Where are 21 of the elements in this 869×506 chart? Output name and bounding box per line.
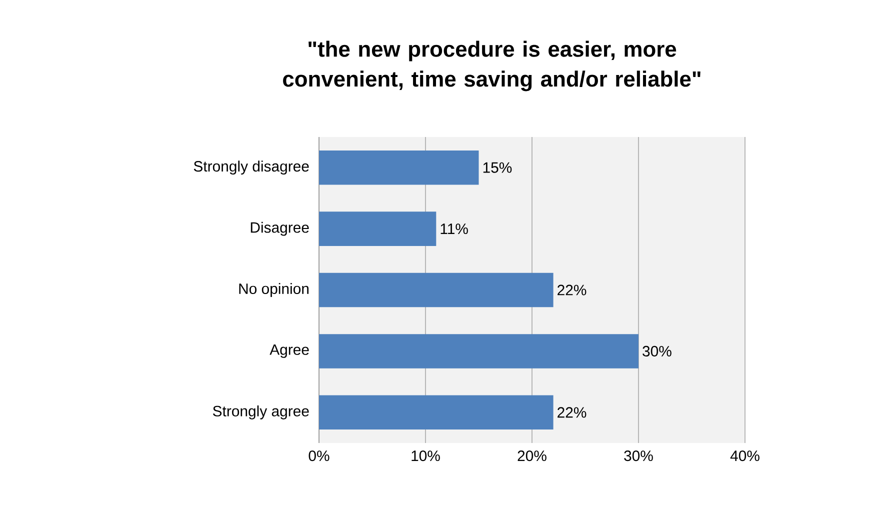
bar <box>319 272 554 308</box>
data-label: 15% <box>483 162 512 173</box>
data-label: 22% <box>558 284 586 296</box>
x-tick-label: 20% <box>518 450 546 462</box>
data-label: 30% <box>642 346 672 356</box>
x-tick-label: 40% <box>730 450 760 462</box>
x-tick-label: 0% <box>308 450 330 462</box>
y-tick-label: No opinion <box>239 283 309 297</box>
y-tick-label: Agree <box>270 344 309 358</box>
chart-title: "the new procedure is easier, more convenient, time saving and/or reliable" <box>283 40 700 92</box>
y-tick-label: Disagree <box>250 222 309 236</box>
bar <box>319 395 554 430</box>
x-tick-label: 10% <box>412 450 440 462</box>
y-tick-label: Strongly agree <box>212 405 309 420</box>
x-tick-label: 30% <box>624 450 653 462</box>
bar <box>319 150 479 185</box>
y-tick-label: Strongly disagree <box>194 160 309 175</box>
bar <box>319 212 436 246</box>
data-label: 11% <box>440 224 468 234</box>
bar <box>319 334 639 368</box>
data-label: 22% <box>558 407 586 418</box>
